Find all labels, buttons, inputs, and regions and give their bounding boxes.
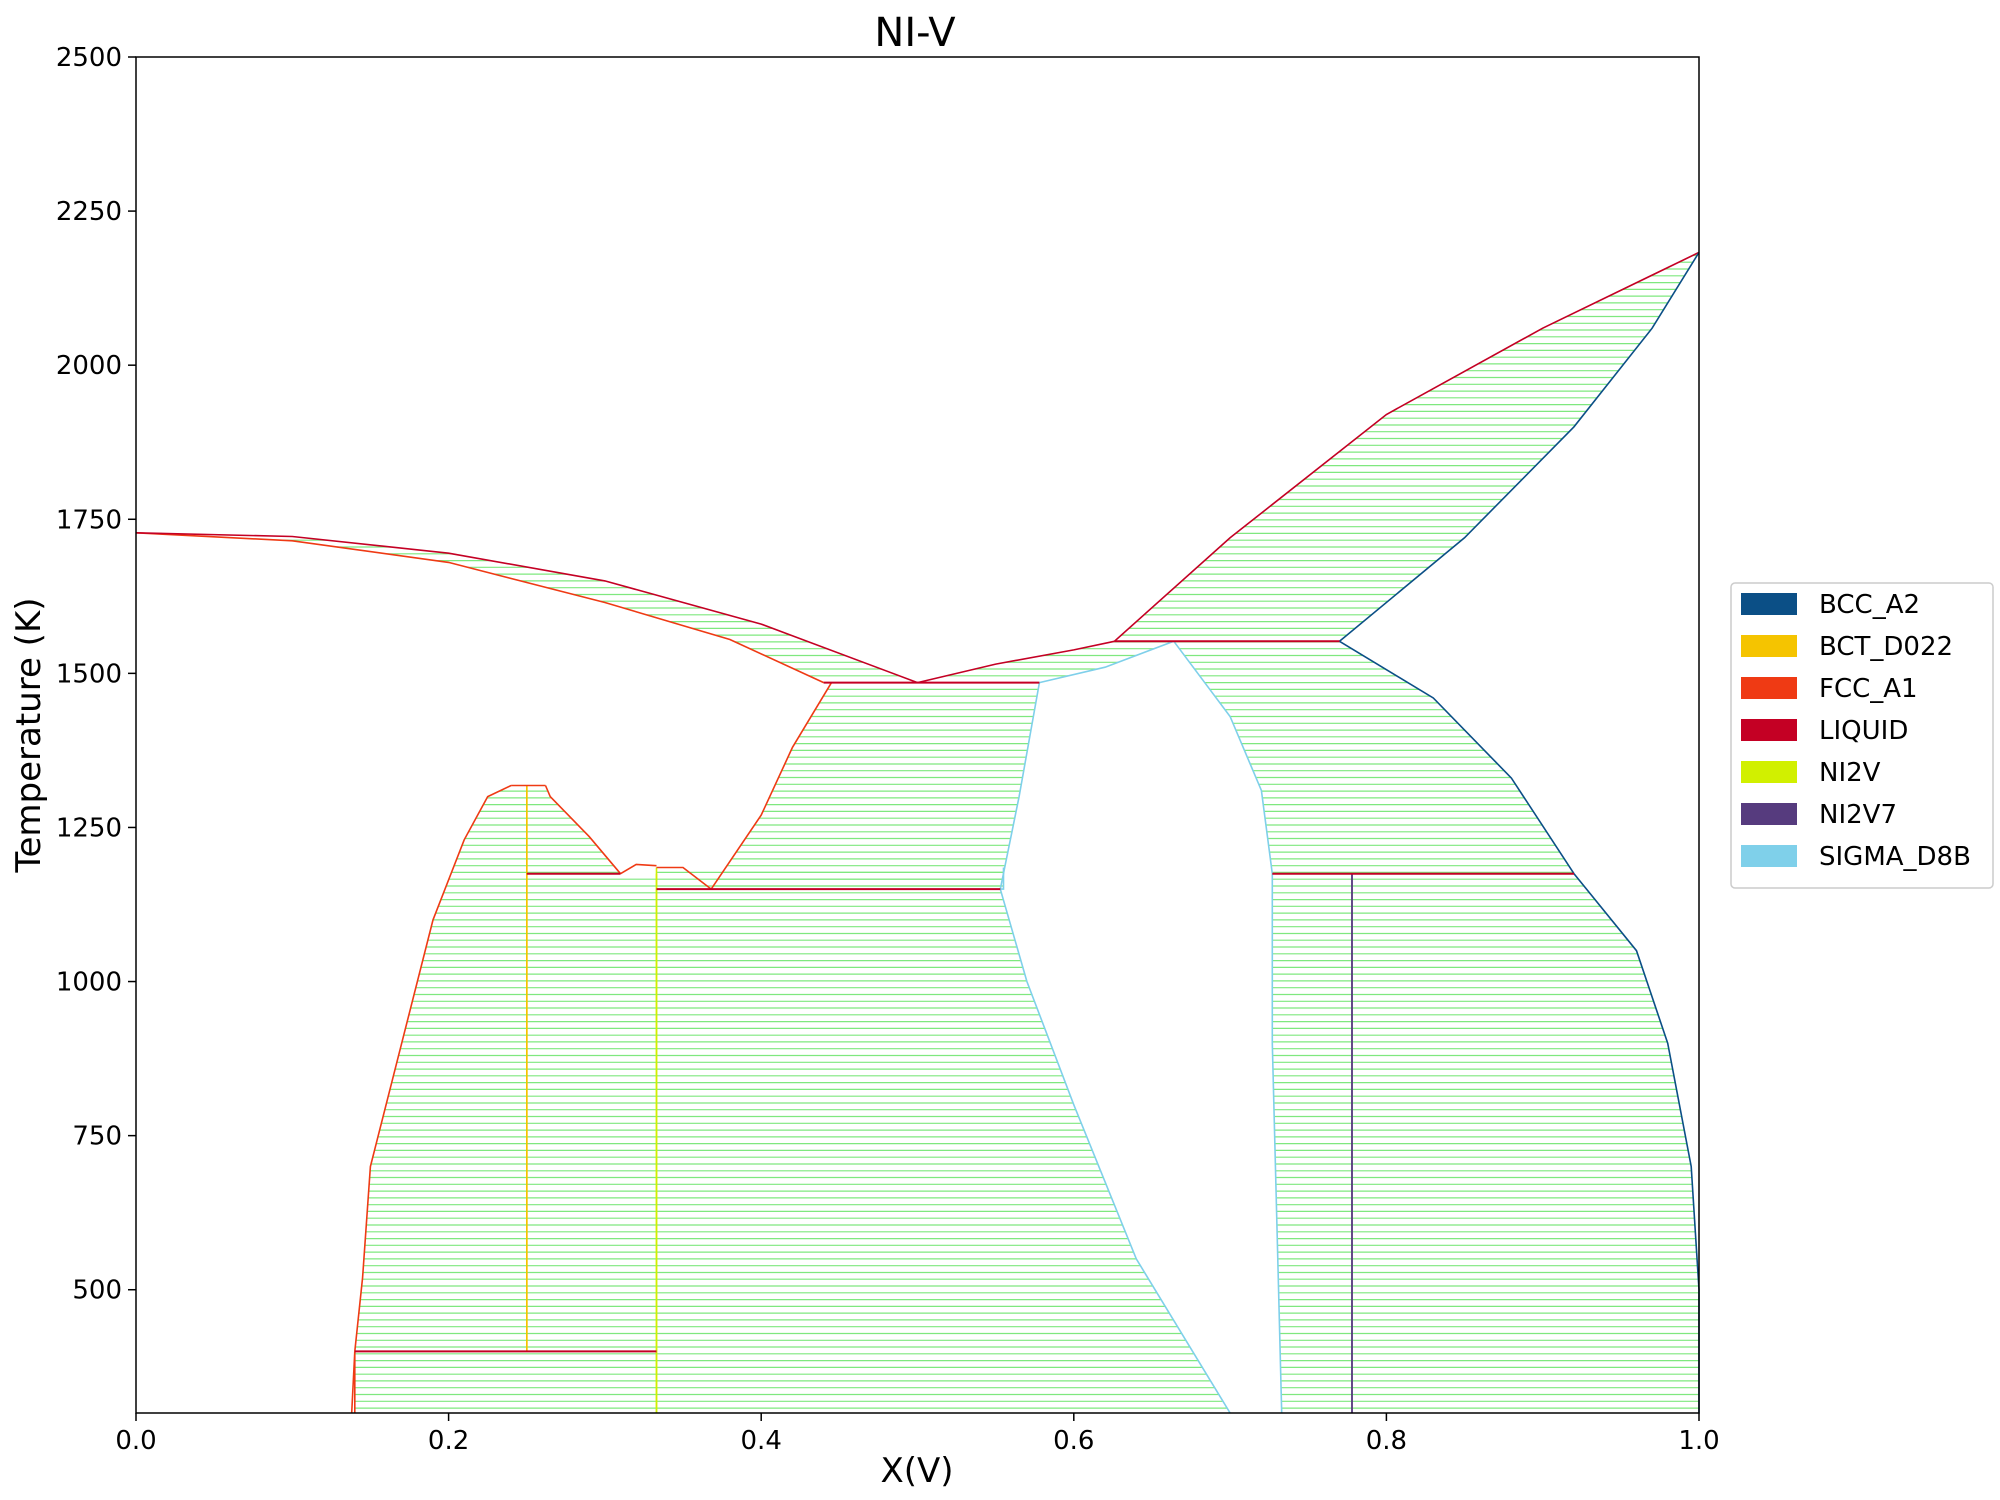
phase-boundary-left [1271, 873, 1283, 1414]
y-tick-label: 1500 [56, 659, 122, 689]
legend-label: FCC_A1 [1819, 674, 1918, 704]
legend-swatch [1741, 719, 1797, 741]
phase-boundary-left [135, 532, 825, 684]
phase-boundaries [135, 251, 1700, 1414]
plot-area [135, 56, 1700, 1414]
y-tick-label: 2250 [56, 197, 122, 227]
legend-label: NI2V [1819, 758, 1881, 788]
legend-label: SIGMA_D8B [1819, 842, 1971, 872]
phase-boundary-right [1039, 640, 1175, 684]
x-tick-label: 0.6 [1053, 1426, 1094, 1456]
y-tick-label: 1750 [56, 505, 122, 535]
legend-swatch [1741, 593, 1797, 615]
phase-boundary-right [544, 785, 622, 875]
y-tick-label: 2000 [56, 351, 122, 381]
phase-boundary-right [999, 867, 1231, 1414]
legend-swatch [1741, 803, 1797, 825]
legend-label: LIQUID [1819, 716, 1908, 746]
y-tick-label: 1250 [56, 813, 122, 843]
legend-label: BCC_A2 [1819, 590, 1920, 620]
phase-boundary-left [710, 682, 833, 890]
phase-boundary-right [1339, 640, 1575, 875]
phase-boundary [656, 866, 712, 890]
phase-boundary-left [917, 640, 1115, 684]
y-axis-title: Temperature (K) [9, 597, 49, 873]
y-axis: 500 750 1000 1250 1500 1750 2000 2250 2500 [56, 43, 136, 1306]
phase-boundary-right [999, 682, 1041, 890]
legend-label: NI2V7 [1819, 800, 1897, 830]
x-axis-title: X(V) [880, 1451, 953, 1491]
chart-title: NI-V [874, 10, 956, 56]
legend-label: BCT_D022 [1819, 632, 1953, 662]
tie-lines [148, 254, 1699, 1409]
y-tick-label: 2500 [56, 43, 122, 73]
legend-swatch [1741, 677, 1797, 699]
x-tick-label: 0.8 [1366, 1426, 1407, 1456]
phase-boundary-left [1113, 251, 1700, 642]
y-tick-label: 750 [72, 1122, 122, 1152]
legend: BCC_A2 BCT_D022 FCC_A1 LIQUID NI2V NI2V7 SIGMA… [1730, 582, 1994, 889]
x-axis: 0.0 0.2 0.4 0.6 0.8 1.0 [115, 1413, 1720, 1456]
x-tick-label: 0.0 [115, 1426, 156, 1456]
legend-items: BCC_A2 BCT_D022 FCC_A1 LIQUID NI2V NI2V7 SIGMA… [1741, 590, 1971, 872]
legend-swatch [1741, 635, 1797, 657]
legend-swatch [1741, 761, 1797, 783]
legend-swatch [1741, 845, 1797, 867]
x-tick-label: 1.0 [1678, 1426, 1719, 1456]
phase-boundary-left [1173, 640, 1274, 874]
x-tick-label: 0.4 [741, 1426, 782, 1456]
x-tick-label: 0.2 [428, 1426, 469, 1456]
y-tick-label: 1000 [56, 968, 122, 998]
phase-boundary [350, 1351, 356, 1414]
y-tick-label: 500 [72, 1276, 122, 1306]
phase-boundary-right [135, 532, 918, 684]
phase-boundary [620, 863, 657, 875]
phase-boundary-right [1338, 251, 1700, 642]
phase-boundary-left [354, 784, 512, 1352]
plot-frame [135, 56, 1700, 1414]
